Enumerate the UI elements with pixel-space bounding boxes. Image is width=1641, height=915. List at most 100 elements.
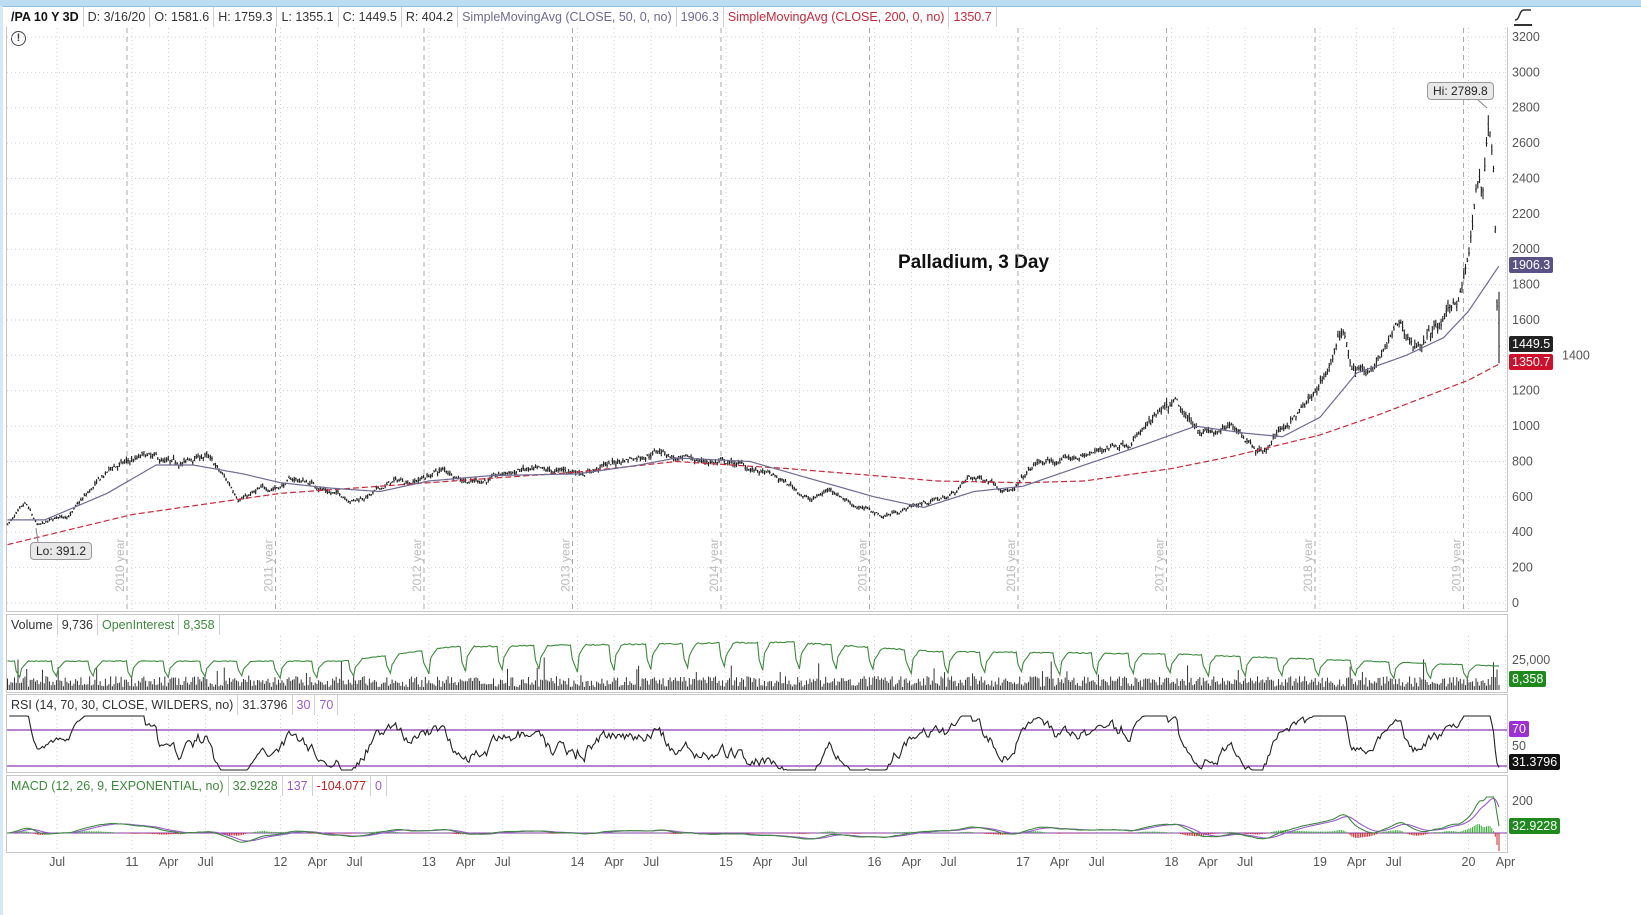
price-bar bbox=[1080, 453, 1082, 457]
price-bar bbox=[293, 476, 295, 483]
price-bar bbox=[1335, 343, 1337, 351]
sma200-study-label[interactable]: SimpleMovingAvg (CLOSE, 200, 0, no) bbox=[724, 7, 950, 27]
price-bar bbox=[225, 477, 227, 482]
price-bar bbox=[1162, 405, 1164, 409]
x-axis-label: Jul bbox=[792, 855, 808, 869]
price-bar bbox=[136, 455, 138, 460]
price-bar bbox=[803, 494, 806, 498]
price-bar bbox=[442, 466, 444, 471]
price-bar bbox=[188, 458, 191, 461]
price-bar bbox=[831, 490, 834, 495]
oi-label[interactable]: OpenInterest bbox=[98, 615, 180, 635]
volume-label[interactable]: Volume bbox=[7, 615, 58, 635]
macd-header: MACD (12, 26, 9, EXPONENTIAL, no) 32.922… bbox=[7, 776, 387, 796]
price-bar bbox=[1401, 320, 1404, 332]
price-bar bbox=[744, 464, 747, 471]
price-bar bbox=[1461, 281, 1463, 293]
price-bar bbox=[120, 458, 122, 464]
price-bar bbox=[214, 462, 217, 469]
price-bar bbox=[1494, 225, 1497, 233]
price-bar bbox=[1358, 365, 1360, 371]
price-bar bbox=[1195, 423, 1198, 429]
price-bar bbox=[354, 499, 357, 502]
rsi-label[interactable]: RSI (14, 70, 30, CLOSE, WILDERS, no) bbox=[7, 695, 239, 715]
price-bar bbox=[508, 470, 510, 475]
price-bar bbox=[529, 468, 531, 471]
price-bar bbox=[613, 460, 615, 465]
price-bar bbox=[443, 466, 446, 473]
price-bar bbox=[1199, 429, 1201, 436]
price-bar bbox=[1323, 372, 1325, 380]
sma50-study-label[interactable]: SimpleMovingAvg (CLOSE, 50, 0, no) bbox=[458, 7, 677, 27]
price-bar bbox=[1139, 429, 1142, 436]
price-bar bbox=[1153, 412, 1156, 417]
price-bar bbox=[220, 471, 222, 474]
price-bar bbox=[104, 471, 107, 476]
price-bar bbox=[961, 481, 963, 485]
price-bar bbox=[1060, 457, 1063, 461]
price-bar bbox=[134, 455, 136, 461]
price-bar bbox=[249, 491, 252, 496]
symbol-label[interactable]: /PA 10 Y 3D bbox=[7, 7, 84, 27]
price-bar bbox=[475, 476, 477, 482]
price-bar bbox=[197, 453, 199, 458]
price-bar bbox=[870, 510, 872, 513]
x-axis-label: Jul bbox=[1386, 855, 1402, 869]
price-bar bbox=[852, 504, 855, 508]
price-bar bbox=[518, 469, 521, 472]
price-bar bbox=[749, 468, 752, 473]
price-bar bbox=[433, 470, 435, 473]
price-bar bbox=[658, 448, 661, 454]
price-bar bbox=[415, 479, 418, 483]
price-bar bbox=[539, 467, 542, 469]
price-bar bbox=[356, 497, 358, 501]
price-bar bbox=[1475, 184, 1477, 193]
price-bar bbox=[1083, 453, 1086, 458]
price-bar bbox=[27, 506, 30, 510]
price-bar bbox=[414, 478, 416, 484]
macd-label[interactable]: MACD (12, 26, 9, EXPONENTIAL, no) bbox=[7, 776, 229, 796]
price-bar bbox=[625, 458, 628, 461]
exclamation-circle-icon[interactable]: ! bbox=[11, 31, 26, 46]
price-bar bbox=[1296, 411, 1299, 414]
price-bar bbox=[768, 470, 771, 475]
price-bar bbox=[1317, 384, 1320, 391]
year-label: 2017 year bbox=[1153, 539, 1167, 592]
price-bar bbox=[380, 487, 383, 490]
price-bar bbox=[251, 490, 253, 494]
volume-bars bbox=[6, 657, 1500, 690]
price-bar bbox=[129, 460, 131, 466]
macd-pane bbox=[6, 775, 1508, 853]
price-bar bbox=[796, 492, 799, 495]
price-bar bbox=[1202, 429, 1205, 435]
price-bar bbox=[761, 468, 764, 474]
price-axis-tick: 400 bbox=[1512, 525, 1533, 539]
chart-style-icon[interactable] bbox=[1514, 8, 1532, 26]
price-bar bbox=[1277, 426, 1280, 433]
price-bar bbox=[1279, 426, 1281, 432]
price-bar bbox=[268, 489, 271, 492]
price-bar bbox=[520, 467, 523, 473]
price-bar bbox=[1181, 408, 1184, 415]
price-bar bbox=[435, 468, 437, 472]
price-bar bbox=[1284, 425, 1287, 430]
price-bar bbox=[216, 464, 219, 469]
price-bar bbox=[1006, 488, 1009, 493]
price-bar bbox=[396, 479, 399, 483]
price-bar bbox=[1426, 328, 1428, 340]
x-axis-label: 15 bbox=[719, 855, 733, 869]
rsi-overbought: 70 bbox=[315, 695, 339, 715]
price-bar bbox=[242, 495, 245, 500]
price-bar bbox=[541, 466, 544, 470]
year-label: 2011 year bbox=[262, 540, 276, 592]
sma200-line bbox=[7, 363, 1500, 546]
price-bar bbox=[1345, 341, 1348, 347]
price-bar bbox=[53, 517, 56, 519]
price-bar bbox=[1347, 349, 1350, 359]
price-bar bbox=[1247, 439, 1250, 444]
price-bar bbox=[261, 483, 264, 488]
price-axis-tick: 2800 bbox=[1512, 101, 1540, 115]
price-bar bbox=[1076, 458, 1079, 460]
price-bar bbox=[1141, 427, 1143, 432]
